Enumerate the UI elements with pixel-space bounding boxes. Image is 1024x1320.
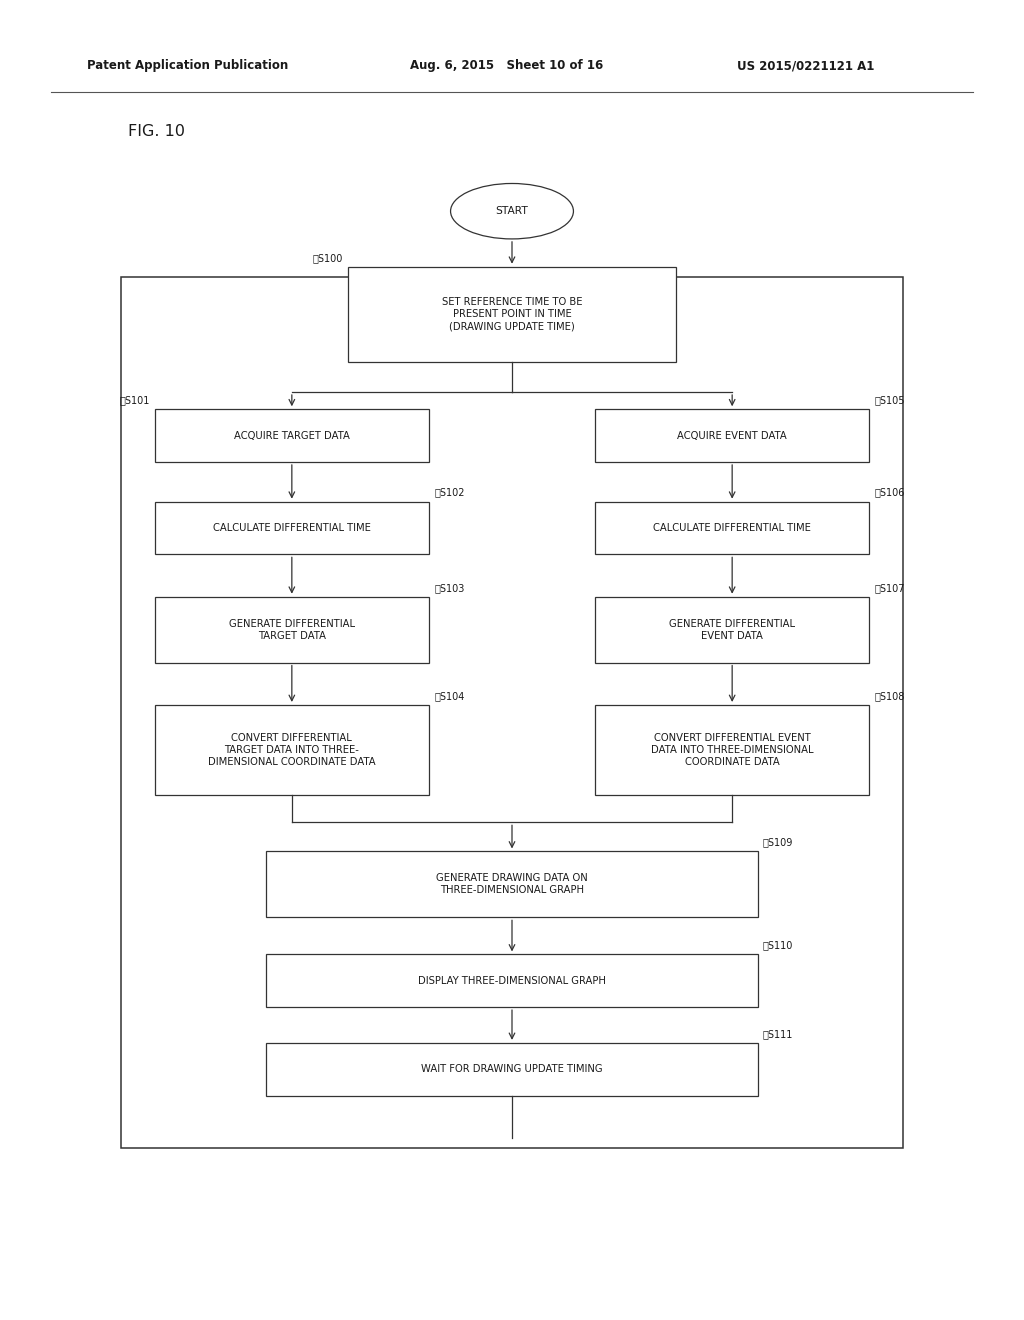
FancyBboxPatch shape [266,954,758,1007]
Text: GENERATE DIFFERENTIAL
TARGET DATA: GENERATE DIFFERENTIAL TARGET DATA [228,619,355,640]
Text: ⤵S109: ⤵S109 [763,837,794,847]
Text: GENERATE DIFFERENTIAL
EVENT DATA: GENERATE DIFFERENTIAL EVENT DATA [669,619,796,640]
Text: CONVERT DIFFERENTIAL EVENT
DATA INTO THREE-DIMENSIONAL
COORDINATE DATA: CONVERT DIFFERENTIAL EVENT DATA INTO THR… [651,733,813,767]
FancyBboxPatch shape [595,502,869,554]
Text: WAIT FOR DRAWING UPDATE TIMING: WAIT FOR DRAWING UPDATE TIMING [421,1064,603,1074]
FancyBboxPatch shape [266,1043,758,1096]
Text: ⤵S102: ⤵S102 [434,487,465,498]
Text: ⤵S101: ⤵S101 [119,395,150,405]
Text: START: START [496,206,528,216]
Text: ⤵S108: ⤵S108 [874,690,905,701]
Ellipse shape [451,183,573,239]
Text: ⤵S105: ⤵S105 [874,395,905,405]
Text: ACQUIRE TARGET DATA: ACQUIRE TARGET DATA [233,430,350,441]
FancyBboxPatch shape [266,851,758,917]
Text: Patent Application Publication: Patent Application Publication [87,59,289,73]
Text: CALCULATE DIFFERENTIAL TIME: CALCULATE DIFFERENTIAL TIME [653,523,811,533]
Text: US 2015/0221121 A1: US 2015/0221121 A1 [737,59,874,73]
Text: ⤵S104: ⤵S104 [434,690,465,701]
Text: ACQUIRE EVENT DATA: ACQUIRE EVENT DATA [677,430,787,441]
Text: CONVERT DIFFERENTIAL
TARGET DATA INTO THREE-
DIMENSIONAL COORDINATE DATA: CONVERT DIFFERENTIAL TARGET DATA INTO TH… [208,733,376,767]
Text: ⤵S107: ⤵S107 [874,582,905,593]
FancyBboxPatch shape [595,597,869,663]
FancyBboxPatch shape [155,409,429,462]
FancyBboxPatch shape [595,705,869,795]
FancyBboxPatch shape [595,409,869,462]
Text: ⤵S106: ⤵S106 [874,487,905,498]
Text: DISPLAY THREE-DIMENSIONAL GRAPH: DISPLAY THREE-DIMENSIONAL GRAPH [418,975,606,986]
FancyBboxPatch shape [155,502,429,554]
Text: ⤵S111: ⤵S111 [763,1028,794,1039]
Text: ⤵S100: ⤵S100 [312,252,343,263]
Text: ⤵S103: ⤵S103 [434,582,465,593]
FancyBboxPatch shape [348,267,676,362]
Text: Aug. 6, 2015   Sheet 10 of 16: Aug. 6, 2015 Sheet 10 of 16 [410,59,603,73]
Text: SET REFERENCE TIME TO BE
PRESENT POINT IN TIME
(DRAWING UPDATE TIME): SET REFERENCE TIME TO BE PRESENT POINT I… [441,297,583,331]
Text: GENERATE DRAWING DATA ON
THREE-DIMENSIONAL GRAPH: GENERATE DRAWING DATA ON THREE-DIMENSION… [436,874,588,895]
FancyBboxPatch shape [155,705,429,795]
Text: CALCULATE DIFFERENTIAL TIME: CALCULATE DIFFERENTIAL TIME [213,523,371,533]
Text: ⤵S110: ⤵S110 [763,940,794,950]
Text: FIG. 10: FIG. 10 [128,124,185,140]
FancyBboxPatch shape [155,597,429,663]
